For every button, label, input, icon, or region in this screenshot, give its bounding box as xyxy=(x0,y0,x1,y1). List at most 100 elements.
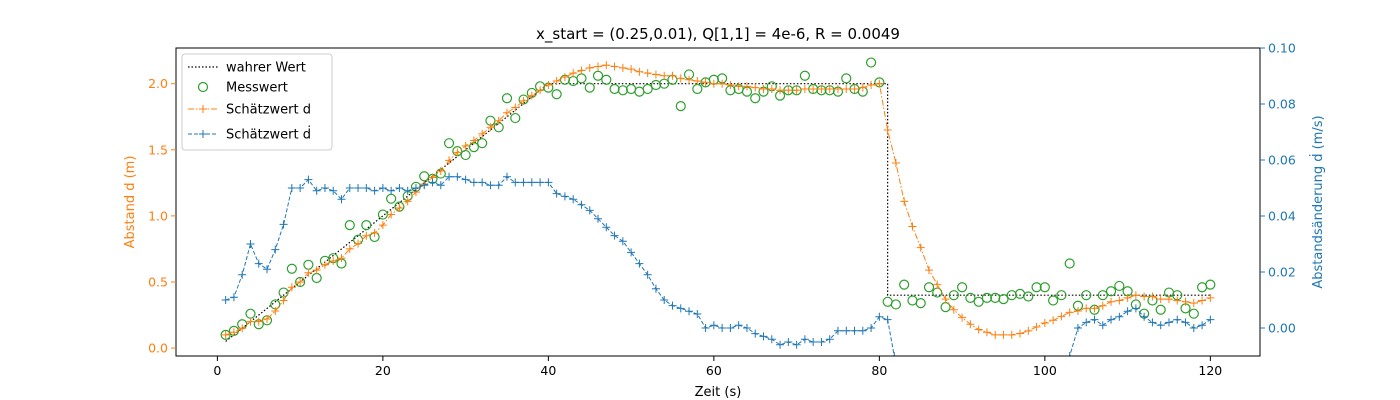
data-point-measurement xyxy=(799,70,810,81)
data-point-measurement xyxy=(965,292,976,303)
series-line-estimate-d xyxy=(225,64,1211,336)
data-point-measurement xyxy=(1056,290,1067,301)
data-point-measurement xyxy=(361,220,372,231)
legend-box xyxy=(181,53,333,151)
legend-label-estimate-ddot: Schätzwert ḋ xyxy=(226,126,311,143)
data-point-estimate-ddot xyxy=(279,220,288,229)
data-point-estimate-d xyxy=(1181,297,1190,306)
data-point-estimate-ddot xyxy=(378,184,387,192)
data-point-measurement xyxy=(915,298,926,309)
data-point-estimate-ddot xyxy=(254,259,263,268)
data-point-measurement xyxy=(311,272,322,284)
data-point-estimate-d xyxy=(461,141,470,150)
data-point-measurement xyxy=(841,73,852,84)
data-point-measurement xyxy=(1064,258,1075,269)
data-point-measurement xyxy=(998,294,1009,305)
data-point-estimate-d xyxy=(1206,293,1215,302)
y-left-tick-label: 1.5 xyxy=(148,142,168,157)
data-point-estimate-d xyxy=(1156,295,1165,304)
data-point-estimate-d xyxy=(643,69,652,78)
data-point-measurement xyxy=(634,86,645,97)
data-point-estimate-ddot xyxy=(1098,321,1107,330)
legend-label-true-value: wahrer Wert xyxy=(226,61,306,76)
x-tick-label: 20 xyxy=(375,363,391,378)
data-point-estimate-ddot xyxy=(1123,307,1132,316)
data-point-measurement xyxy=(609,83,620,95)
data-point-estimate-ddot xyxy=(1082,318,1091,327)
data-point-measurement xyxy=(973,296,984,307)
data-point-measurement xyxy=(907,295,918,306)
y-right-tick-label: 0.08 xyxy=(1268,97,1296,112)
data-point-estimate-d xyxy=(635,67,644,76)
data-point-estimate-d xyxy=(229,328,238,337)
data-point-estimate-ddot xyxy=(602,223,611,232)
data-point-estimate-ddot xyxy=(246,240,255,248)
data-point-measurement xyxy=(1014,288,1026,299)
data-point-estimate-d xyxy=(486,123,495,132)
data-point-estimate-d xyxy=(734,82,743,91)
data-point-estimate-ddot xyxy=(436,181,445,190)
data-point-estimate-d xyxy=(1098,301,1107,310)
data-point-estimate-ddot xyxy=(296,184,305,192)
data-point-measurement xyxy=(650,79,662,91)
data-point-estimate-ddot xyxy=(221,296,230,304)
data-point-estimate-ddot xyxy=(354,184,363,192)
data-point-estimate-d xyxy=(776,86,785,95)
data-point-estimate-d xyxy=(701,78,710,87)
data-point-estimate-ddot xyxy=(784,338,793,346)
data-point-measurement xyxy=(1048,295,1059,306)
data-point-measurement xyxy=(460,149,471,161)
data-point-measurement xyxy=(890,299,902,310)
x-tick-label: 0 xyxy=(213,363,221,378)
data-point-estimate-d xyxy=(519,96,528,105)
data-point-estimate-d xyxy=(842,84,851,93)
data-point-estimate-d xyxy=(908,222,917,231)
legend-entry-estimate-ddot: Schätzwert ḋ xyxy=(188,126,311,143)
data-point-estimate-ddot xyxy=(767,335,776,344)
y-left-axis: 0.0 0.5 1.0 1.5 2.0 xyxy=(148,76,176,356)
data-point-estimate-ddot xyxy=(428,178,437,187)
data-point-measurement xyxy=(344,220,355,231)
data-point-estimate-ddot xyxy=(809,338,818,346)
data-point-estimate-d xyxy=(1107,297,1116,306)
data-point-estimate-d xyxy=(825,84,834,93)
data-point-estimate-ddot xyxy=(387,186,396,195)
x-tick-label: 60 xyxy=(706,363,722,378)
data-point-estimate-d xyxy=(792,86,801,95)
data-point-estimate-d xyxy=(618,63,627,72)
chart-title: x_start = (0.25,0.01), Q[1,1] = 4e-6, R … xyxy=(536,25,900,44)
data-point-estimate-d xyxy=(759,84,768,93)
data-point-estimate-ddot xyxy=(461,175,470,184)
data-point-estimate-ddot xyxy=(676,304,685,313)
data-point-estimate-ddot xyxy=(1181,318,1190,327)
data-point-measurement xyxy=(501,93,513,104)
data-point-estimate-d xyxy=(867,81,876,90)
data-point-estimate-d xyxy=(362,231,371,240)
data-point-estimate-ddot xyxy=(627,248,636,257)
data-point-estimate-d xyxy=(676,74,685,83)
data-point-estimate-ddot xyxy=(494,181,503,190)
data-point-estimate-ddot xyxy=(1164,318,1173,327)
data-point-estimate-d xyxy=(560,73,569,82)
data-point-estimate-d xyxy=(991,330,1000,339)
data-point-estimate-d xyxy=(627,65,636,74)
data-point-estimate-ddot xyxy=(1206,315,1215,324)
data-point-estimate-d xyxy=(1131,291,1140,300)
data-point-estimate-ddot xyxy=(594,214,603,223)
data-point-estimate-d xyxy=(974,325,983,334)
data-point-estimate-d xyxy=(1024,326,1033,335)
data-point-estimate-ddot xyxy=(445,172,454,181)
data-point-estimate-d xyxy=(469,136,478,145)
data-point-estimate-d xyxy=(238,324,247,333)
data-point-estimate-ddot xyxy=(792,340,801,349)
data-point-measurement xyxy=(1031,282,1042,293)
x-tick-label: 80 xyxy=(871,363,887,378)
data-point-estimate-d xyxy=(354,239,363,248)
data-point-measurement xyxy=(626,83,637,95)
data-point-estimate-d xyxy=(651,70,660,79)
data-point-estimate-ddot xyxy=(660,296,669,304)
y-left-tick-label: 2.0 xyxy=(148,76,168,91)
data-point-measurement xyxy=(1114,280,1125,292)
data-point-estimate-ddot xyxy=(890,352,899,356)
data-point-estimate-ddot xyxy=(776,340,785,349)
